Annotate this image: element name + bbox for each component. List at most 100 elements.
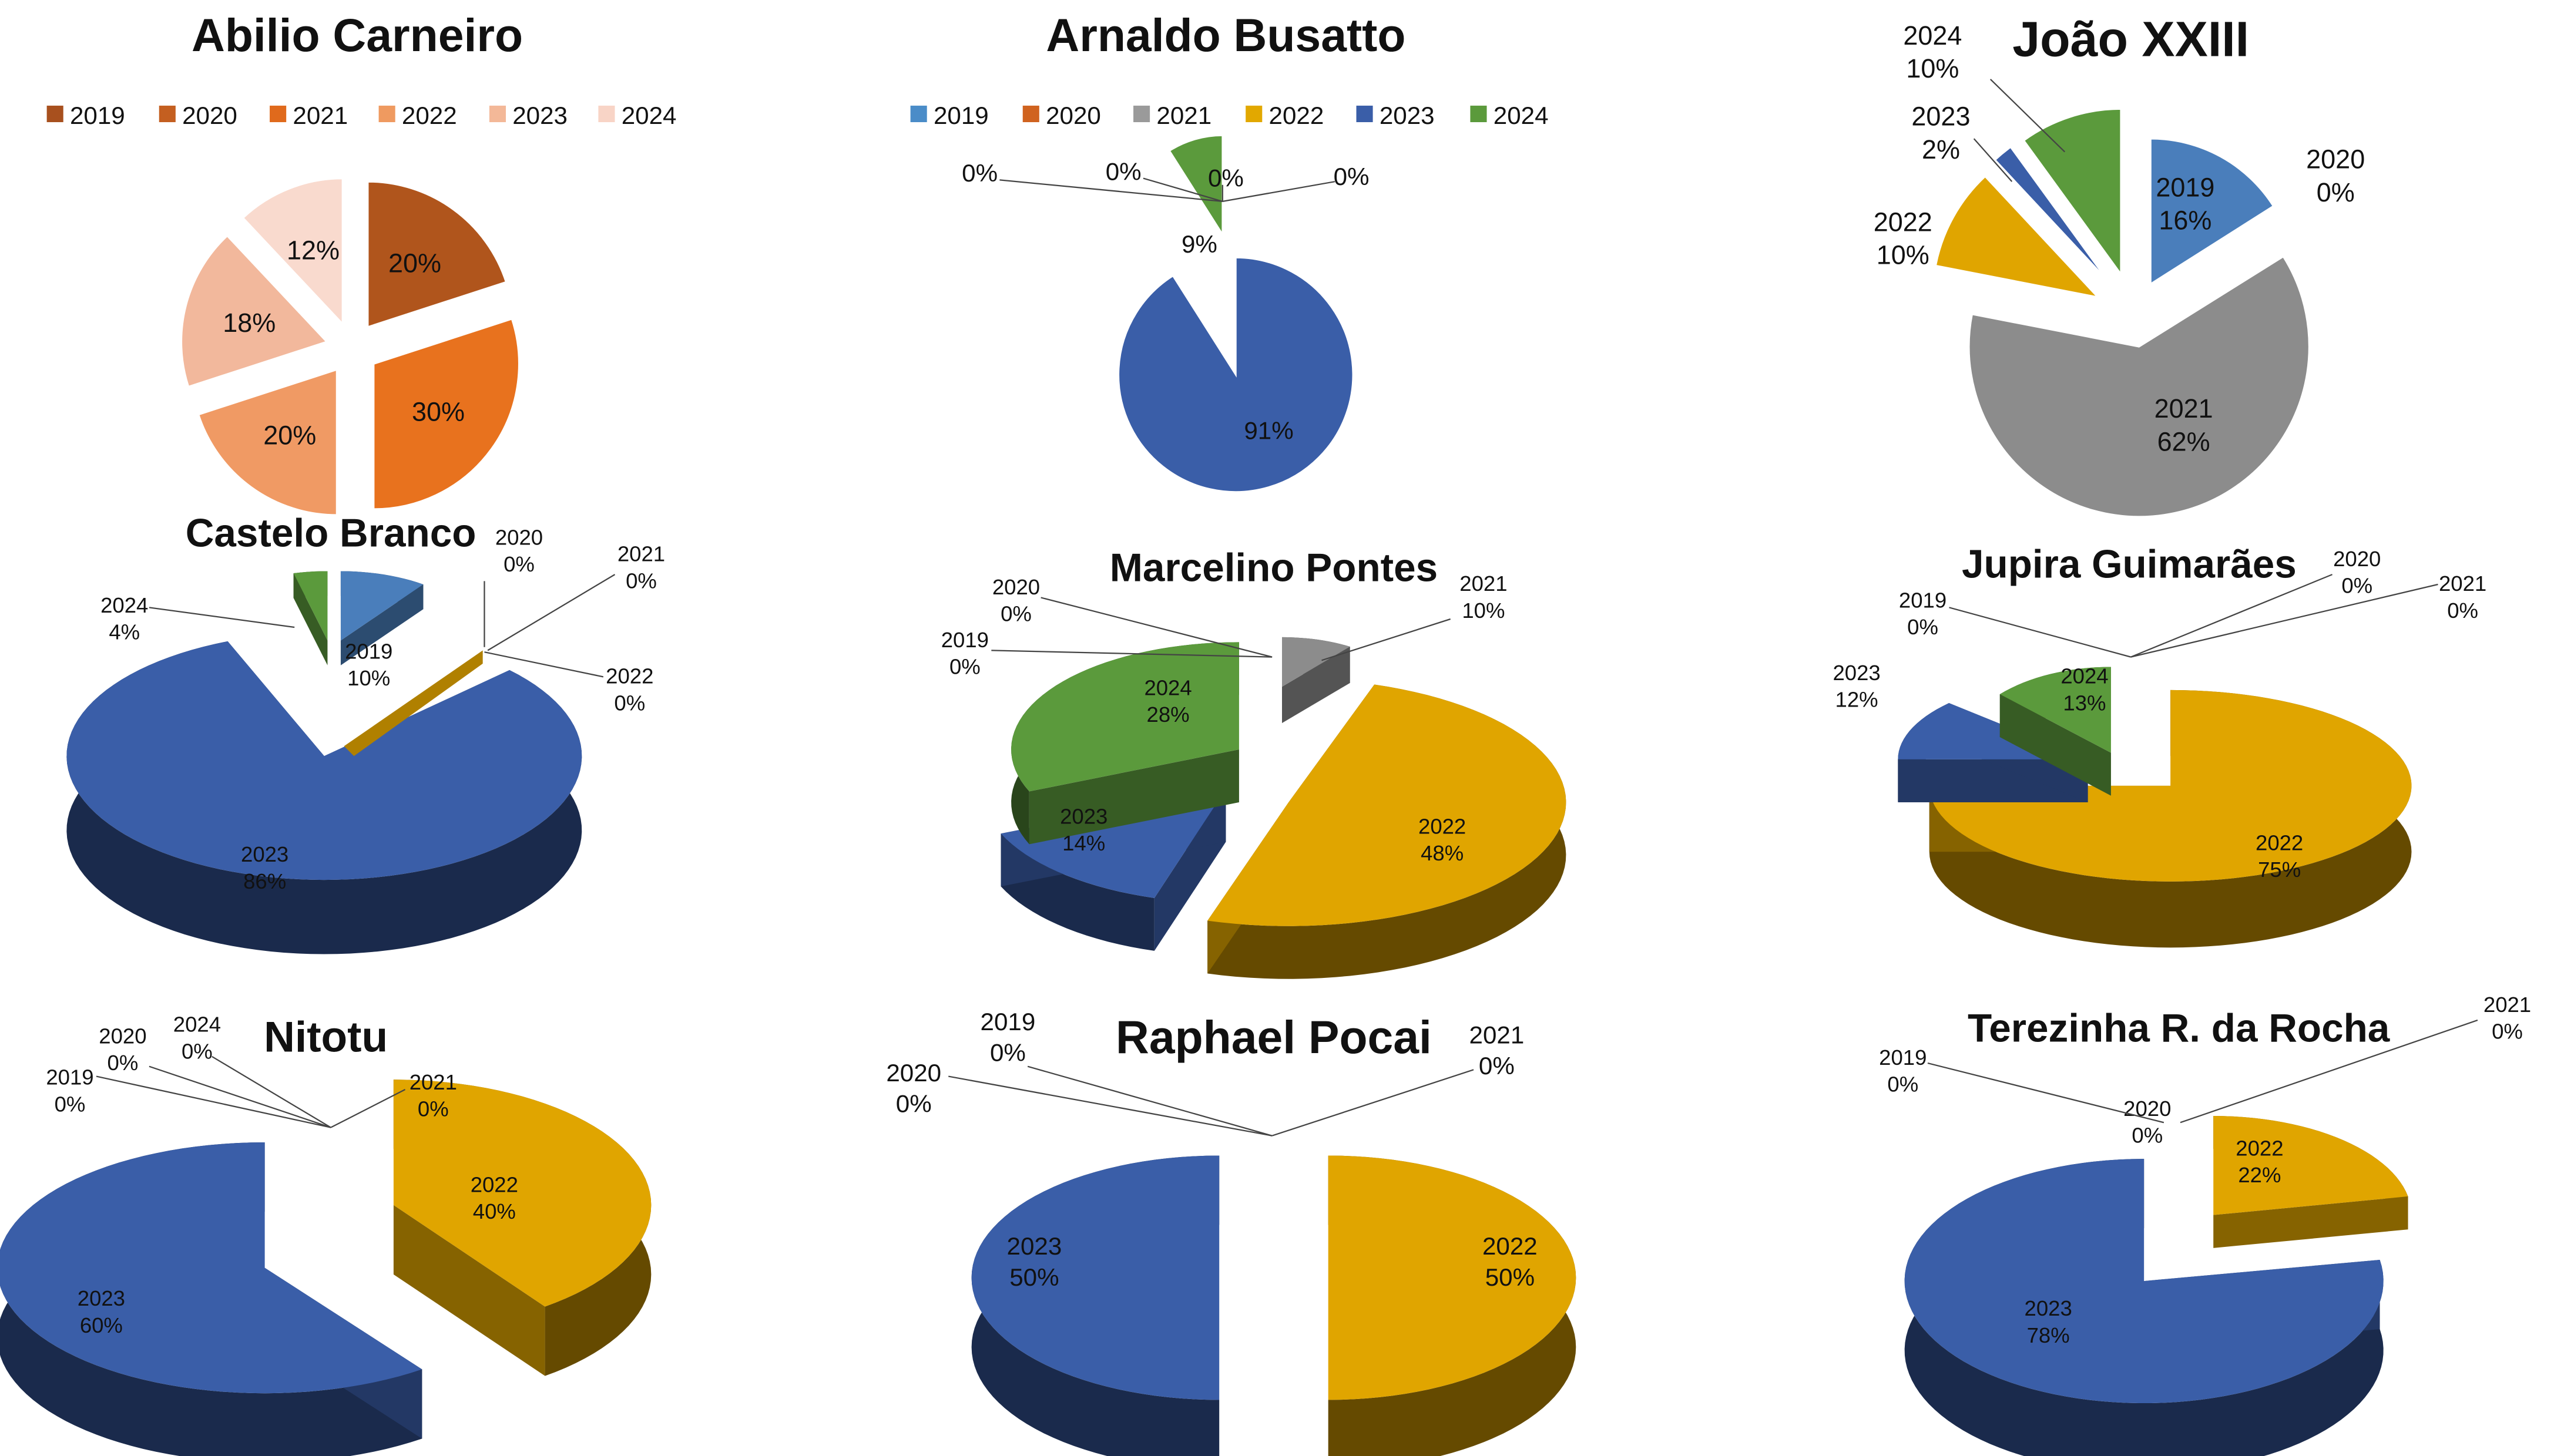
slice-label-2020: 0%: [1106, 157, 1142, 185]
slice-label-2019: 20%: [388, 248, 441, 278]
slice-label-2020-year: 2020: [2306, 144, 2365, 174]
slice-label-2023: 91%: [1244, 417, 1293, 445]
slice-label-2020-year: 2020: [495, 526, 543, 550]
slice-2022-edge-1: [2213, 1196, 2408, 1248]
slice-label-2023-year: 2023: [1060, 805, 1108, 829]
slice-2022: [393, 1080, 652, 1307]
slice-label-2023-year: 2023: [78, 1286, 125, 1310]
chart-title: Arnaldo Busatto: [1046, 9, 1405, 61]
slice-label-2022-value: 10%: [1877, 240, 1929, 270]
legend-swatch: [159, 105, 176, 122]
slice-label-2020-value: 0%: [108, 1051, 139, 1075]
legend-label: 2023: [512, 102, 568, 129]
legend-swatch: [270, 105, 287, 122]
slice-2023: [971, 1155, 1220, 1400]
slice-label-2020-year: 2020: [99, 1024, 146, 1048]
legend-swatch: [1133, 105, 1150, 122]
slice-label-2024-value: 13%: [2063, 691, 2106, 715]
slice-label-2022-year: 2022: [1482, 1232, 1538, 1260]
slice-label-2019-year: 2019: [941, 628, 989, 652]
slice-label-2021: 0%: [1208, 164, 1244, 192]
leader-line: [1027, 1065, 1273, 1136]
slice-label-2021: 30%: [412, 396, 465, 426]
slice-label-2021-year: 2021: [2484, 993, 2531, 1017]
chart-title: Terezinha R. da Rocha: [1968, 1007, 2390, 1051]
legend-swatch: [598, 105, 615, 122]
slice-label-2022-value: 50%: [1485, 1263, 1535, 1291]
slice-2021: [1968, 255, 2310, 518]
slice-label-2020-year: 2020: [992, 575, 1040, 599]
slice-label-2023-year: 2023: [1833, 661, 1880, 685]
slice-label-2019-value: 10%: [347, 666, 390, 690]
slice-label-2024: 12%: [287, 236, 340, 265]
slice-2023: [0, 1142, 422, 1394]
slice-label-2020-value: 0%: [2132, 1124, 2163, 1148]
legend-swatch: [489, 105, 506, 122]
legend-swatch: [46, 105, 63, 122]
chart-terezinha-r-da-rocha: Terezinha R. da Rocha20190%20200%20210%2…: [1879, 993, 2531, 1456]
slice-label-2020-value: 0%: [2317, 177, 2355, 207]
legend-swatch: [1246, 105, 1263, 122]
chart-raphael-pocai: Raphael Pocai 2019 0% 2020 0% 2021 0% 2022 50% 20…: [886, 1008, 1576, 1456]
slice-2021: [372, 318, 520, 510]
slice-label-2023-value: 12%: [1835, 688, 1878, 712]
leader-line: [96, 1075, 331, 1128]
leader-line: [1143, 177, 1223, 202]
slice-label-2021-value: 0%: [418, 1097, 449, 1121]
slice-label-2019-value: 0%: [1887, 1072, 1918, 1097]
slice-label-2023-value: 86%: [243, 869, 286, 893]
slice-label-2023-year: 2023: [1911, 102, 1970, 132]
slice-label-2020-value: 0%: [896, 1090, 932, 1118]
slice-label-2019-year: 2019: [1879, 1045, 1927, 1070]
slice-label-2019-value: 0%: [990, 1039, 1026, 1067]
slice-label-2021-value: 10%: [1462, 598, 1505, 623]
slice-label-2023-value: 60%: [80, 1313, 123, 1337]
slice-label-2023-year: 2023: [1007, 1232, 1062, 1260]
slice-label-2022-value: 22%: [2238, 1163, 2281, 1187]
slice-label-2022-year: 2022: [1418, 814, 1466, 838]
slice-label-2021-year: 2021: [2439, 571, 2486, 596]
leader-line: [1973, 138, 2013, 182]
slice-label-2021-year: 2021: [410, 1070, 457, 1094]
slice-label-2022-year: 2022: [606, 664, 653, 688]
slice-label-2024-year: 2024: [2060, 664, 2108, 688]
slice-label-2019-year: 2019: [345, 639, 392, 663]
legend-label: 2024: [622, 102, 677, 129]
leader-line: [1321, 618, 1451, 661]
slice-label-2024-year: 2024: [1903, 21, 1962, 51]
chart-title: Marcelino Pontes: [1110, 546, 1438, 590]
slice-label-2022-year: 2022: [2256, 830, 2303, 855]
chart-joao-xxiii: João XXIII201916%20200%202162%202210%202…: [1874, 12, 2365, 518]
legend-swatch: [1470, 105, 1487, 122]
slice-label-2022-value: 75%: [2258, 858, 2301, 882]
slice-2022: [2213, 1116, 2408, 1215]
slice-label-2019-value: 16%: [2159, 206, 2211, 236]
legend-label: 2020: [1046, 102, 1101, 129]
slice-label-2019-year: 2019: [2156, 172, 2214, 202]
chart-title: Castelo Branco: [186, 511, 476, 555]
slice-2024: [1999, 667, 2111, 753]
leader-line: [1949, 607, 2131, 658]
slice-2024: [293, 571, 328, 641]
slice-label-2023-value: 14%: [1062, 831, 1105, 855]
slice-label-2023-value: 78%: [2027, 1323, 2070, 1347]
slice-label-2019-value: 0%: [949, 654, 981, 678]
slice-label-2020-year: 2020: [886, 1059, 941, 1087]
legend-label: 2021: [293, 102, 348, 129]
slice-2019: [340, 571, 424, 641]
chart-title: Raphael Pocai: [1116, 1011, 1432, 1063]
slice-label-2020-year: 2020: [2333, 547, 2381, 571]
leader-line: [1989, 79, 2066, 153]
chart-title: Nitotu: [264, 1013, 388, 1061]
chart-nitotu: Nitotu20190%20200%20210%202240%202360%20…: [0, 1013, 652, 1456]
leader-line: [2130, 574, 2333, 658]
slice-2023: [180, 234, 328, 388]
chart-marcelino-pontes: Marcelino Pontes20190%20200%202110%20224…: [941, 546, 1566, 979]
slice-label-2023: 18%: [223, 308, 276, 338]
slice-label-2020-year: 2020: [2123, 1097, 2171, 1121]
slice-2024-edge-0: [1999, 694, 2111, 796]
slice-2022: [344, 650, 483, 756]
slice-label-2024-year: 2024: [1144, 675, 1192, 700]
